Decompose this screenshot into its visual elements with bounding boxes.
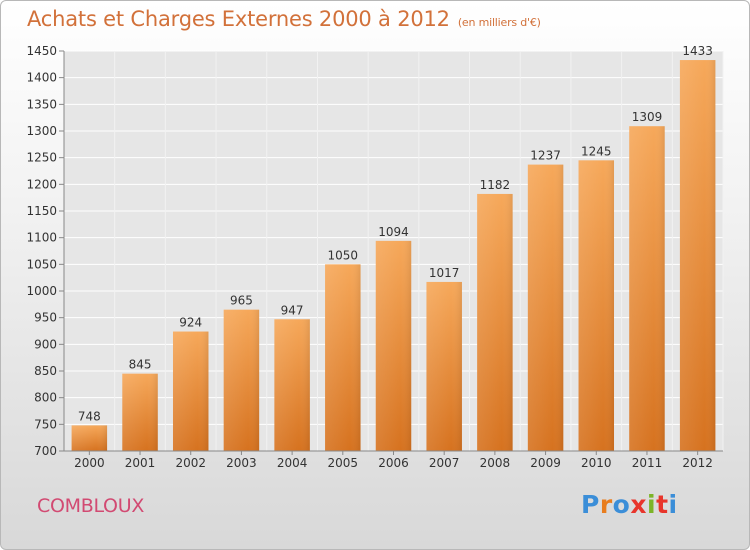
- x-tick-label: 2003: [226, 456, 257, 470]
- bar-shade-2004: [274, 319, 310, 451]
- y-tick-label: 1000: [26, 284, 57, 298]
- bar-value-label: 1433: [682, 44, 713, 58]
- logo-letter: t: [656, 490, 669, 519]
- y-tick-label: 1100: [26, 231, 57, 245]
- bar-value-label: 965: [230, 294, 253, 308]
- bar-shade-2005: [325, 264, 361, 451]
- x-tick-label: 2012: [682, 456, 713, 470]
- y-tick-label: 1450: [26, 44, 57, 58]
- bars: 748 845 924 965 947 1050 1094 1017 1182 1237 1245 1…: [71, 44, 716, 452]
- bar-value-label: 1245: [581, 144, 612, 158]
- bar-shade-2012: [679, 60, 716, 452]
- x-tick-label: 2009: [530, 456, 561, 470]
- axes: 700 750 800 850 900 950 1000 1050 1100 1150 1200 12…: [26, 44, 723, 470]
- logo-letter: P: [581, 490, 600, 519]
- logo-letter: i: [668, 490, 678, 519]
- x-tick-label: 2004: [277, 456, 308, 470]
- bar-shade-2007: [426, 281, 462, 451]
- x-tick-label: 2006: [378, 456, 409, 470]
- chart-title-text: Achats et Charges Externes 2000 à 2012: [27, 7, 450, 31]
- x-tick-label: 2005: [328, 456, 359, 470]
- bar-shade-2011: [629, 126, 665, 451]
- bar-shade-2003: [223, 309, 260, 451]
- y-tick-label: 800: [34, 391, 57, 405]
- y-tick-label: 900: [34, 337, 57, 351]
- x-tick-label: 2000: [74, 456, 105, 470]
- bar-value-label: 1050: [328, 248, 359, 262]
- bar-value-label: 748: [78, 409, 101, 423]
- x-tick-label: 2007: [429, 456, 460, 470]
- bar-shade-2001: [122, 373, 158, 451]
- bar-shade-2000: [71, 425, 108, 451]
- logo-letter: o: [612, 490, 631, 519]
- x-tick-label: 2011: [632, 456, 663, 470]
- chart-title: Achats et Charges Externes 2000 à 2012 (e…: [27, 7, 541, 31]
- y-tick-label: 1300: [26, 124, 57, 138]
- y-tick-label: 1200: [26, 177, 57, 191]
- logo-letter: i: [647, 490, 657, 519]
- bar-shade-2006: [375, 240, 412, 451]
- x-tick-label: 2008: [480, 456, 511, 470]
- bar-shade-2008: [477, 193, 513, 451]
- y-tick-label: 1050: [26, 257, 57, 271]
- chart-unit: (en milliers d'€): [457, 16, 541, 29]
- x-tick-label: 2002: [175, 456, 206, 470]
- bar-value-label: 947: [281, 303, 304, 317]
- y-tick-label: 700: [34, 444, 57, 458]
- y-tick-label: 1250: [26, 151, 57, 165]
- bar-shade-2002: [172, 331, 209, 451]
- bar-value-label: 845: [129, 358, 152, 372]
- bar-value-label: 1309: [632, 110, 663, 124]
- bar-value-label: 1182: [480, 178, 511, 192]
- bar-value-label: 924: [179, 316, 202, 330]
- bar-value-label: 1094: [378, 225, 409, 239]
- bar-value-label: 1017: [429, 266, 460, 280]
- bar-shade-2009: [527, 164, 564, 451]
- y-tick-label: 850: [34, 364, 57, 378]
- y-tick-label: 1150: [26, 204, 57, 218]
- y-tick-label: 1400: [26, 71, 57, 85]
- y-tick-label: 750: [34, 417, 57, 431]
- x-tick-label: 2010: [581, 456, 612, 470]
- bar-shade-2010: [578, 160, 615, 452]
- bar-value-label: 1237: [530, 149, 561, 163]
- y-tick-label: 950: [34, 311, 57, 325]
- commune-name: COMBLOUX: [37, 495, 145, 517]
- logo-letter: r: [599, 490, 613, 519]
- y-tick-label: 1350: [26, 97, 57, 111]
- x-tick-label: 2001: [125, 456, 156, 470]
- logo-letter: x: [630, 490, 647, 519]
- proxiti-logo[interactable]: Proxiti: [581, 490, 678, 519]
